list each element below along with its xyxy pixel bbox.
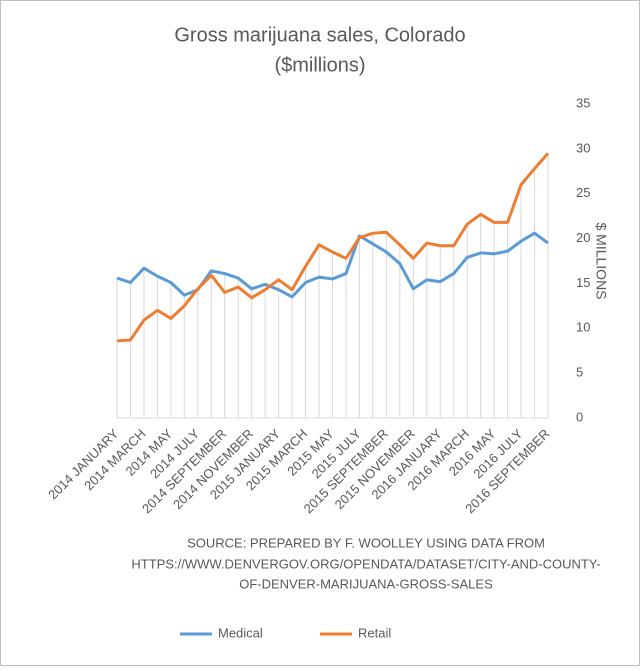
chart-title: ($millions) <box>274 54 365 76</box>
source: SOURCE: PREPARED BY F. WOOLLEY USING DAT… <box>187 535 545 550</box>
series-line <box>116 152 550 343</box>
legend-label: Retail <box>358 625 391 640</box>
source: OF-DENVER-MARIJUANA-GROSS-SALES <box>239 576 493 591</box>
y-tick-label: 5 <box>576 365 583 380</box>
chart-title: Gross marijuana sales, Colorado <box>174 24 465 46</box>
y-axis-label: $ MILLIONS <box>593 222 609 299</box>
legend-label: Medical <box>218 625 263 640</box>
y-tick-label: 35 <box>576 95 590 110</box>
y-tick-label: 10 <box>576 320 590 335</box>
y-tick-label: 25 <box>576 185 590 200</box>
y-tick-label: 0 <box>576 409 583 424</box>
y-tick-label: 15 <box>576 275 590 290</box>
source: HTTPS://WWW.DENVERGOV.ORG/OPENDATA/DATAS… <box>131 556 600 571</box>
series-line <box>116 231 549 299</box>
y-tick-label: 30 <box>576 140 590 155</box>
y-tick-label: 20 <box>576 230 590 245</box>
